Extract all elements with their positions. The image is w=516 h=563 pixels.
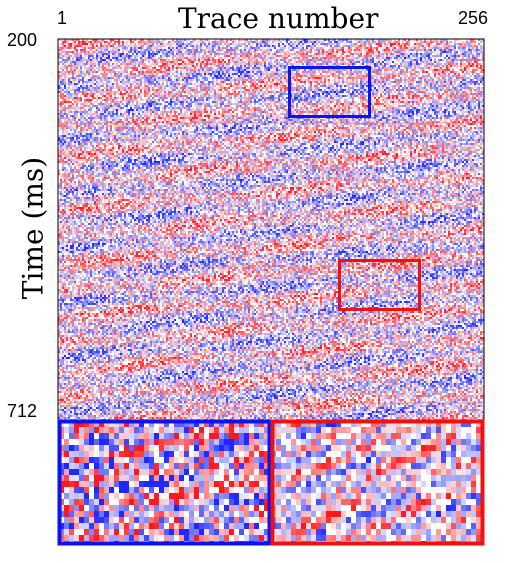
blue-zoom-frame bbox=[57, 419, 272, 546]
blue-zoom-panel bbox=[59, 421, 270, 544]
y-axis-start-tick: 200 bbox=[7, 30, 37, 51]
red-zoom-frame bbox=[270, 419, 485, 546]
blue-highlight-box bbox=[288, 66, 371, 118]
x-axis-end-tick: 256 bbox=[458, 8, 488, 29]
x-axis-title: Trace number bbox=[178, 2, 378, 35]
red-zoom-panel bbox=[271, 421, 483, 544]
x-axis-start-tick: 1 bbox=[57, 8, 67, 29]
red-highlight-box bbox=[338, 259, 421, 311]
seismic-section bbox=[58, 39, 484, 420]
y-axis-end-tick: 712 bbox=[7, 401, 37, 422]
